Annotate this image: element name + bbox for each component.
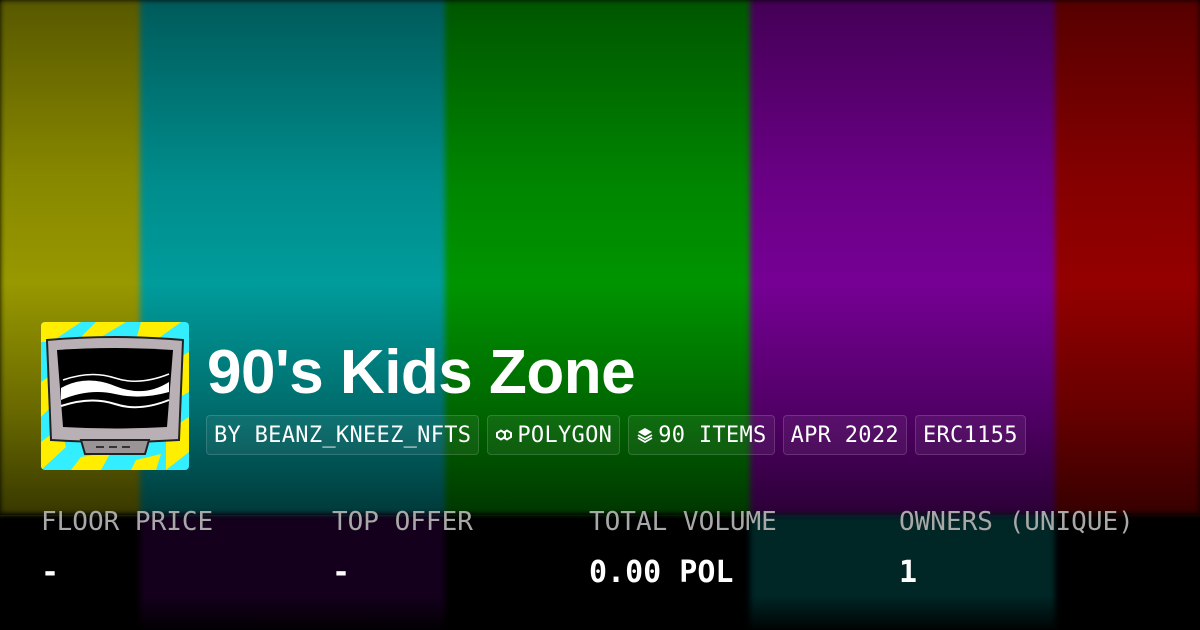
stat-owners: OWNERS (UNIQUE) 1 xyxy=(899,505,1134,593)
stat-label: TOP OFFER xyxy=(332,507,473,537)
standard-label: ERC1155 xyxy=(922,422,1018,448)
polygon-icon xyxy=(496,429,513,441)
chain-chip: POLYGON xyxy=(487,415,621,455)
created-label: APR 2022 xyxy=(790,422,899,448)
standard-chip: ERC1155 xyxy=(914,415,1026,455)
stat-value: 1 xyxy=(899,555,918,590)
items-label: 90 ITEMS xyxy=(658,422,767,448)
collection-chips: BY BEANZ_KNEEZ_NFTS POLYGON 90 ITEMS APR… xyxy=(206,415,1026,455)
stat-value: - xyxy=(41,555,60,590)
creator-chip[interactable]: BY BEANZ_KNEEZ_NFTS xyxy=(206,415,480,455)
layers-icon xyxy=(637,428,653,444)
creator-label: BY BEANZ_KNEEZ_NFTS xyxy=(214,422,472,448)
stat-total-volume: TOTAL VOLUME 0.00 POL xyxy=(589,505,777,593)
stat-label: FLOOR PRICE xyxy=(41,507,214,537)
stat-floor-price: FLOOR PRICE - xyxy=(41,505,213,593)
stat-label: OWNERS (UNIQUE) xyxy=(899,507,1134,537)
chain-label: POLYGON xyxy=(517,422,613,448)
stat-top-offer: TOP OFFER - xyxy=(332,505,473,593)
lower-shade xyxy=(0,515,1200,630)
stat-value: 0.00 POL xyxy=(589,555,734,590)
items-chip: 90 ITEMS xyxy=(628,415,775,455)
stat-value: - xyxy=(332,555,351,590)
collection-title: 90's Kids Zone xyxy=(207,338,636,407)
collection-avatar xyxy=(41,322,189,470)
banner-shade xyxy=(0,0,1200,515)
stat-label: TOTAL VOLUME xyxy=(589,507,777,537)
created-chip: APR 2022 xyxy=(782,415,907,455)
